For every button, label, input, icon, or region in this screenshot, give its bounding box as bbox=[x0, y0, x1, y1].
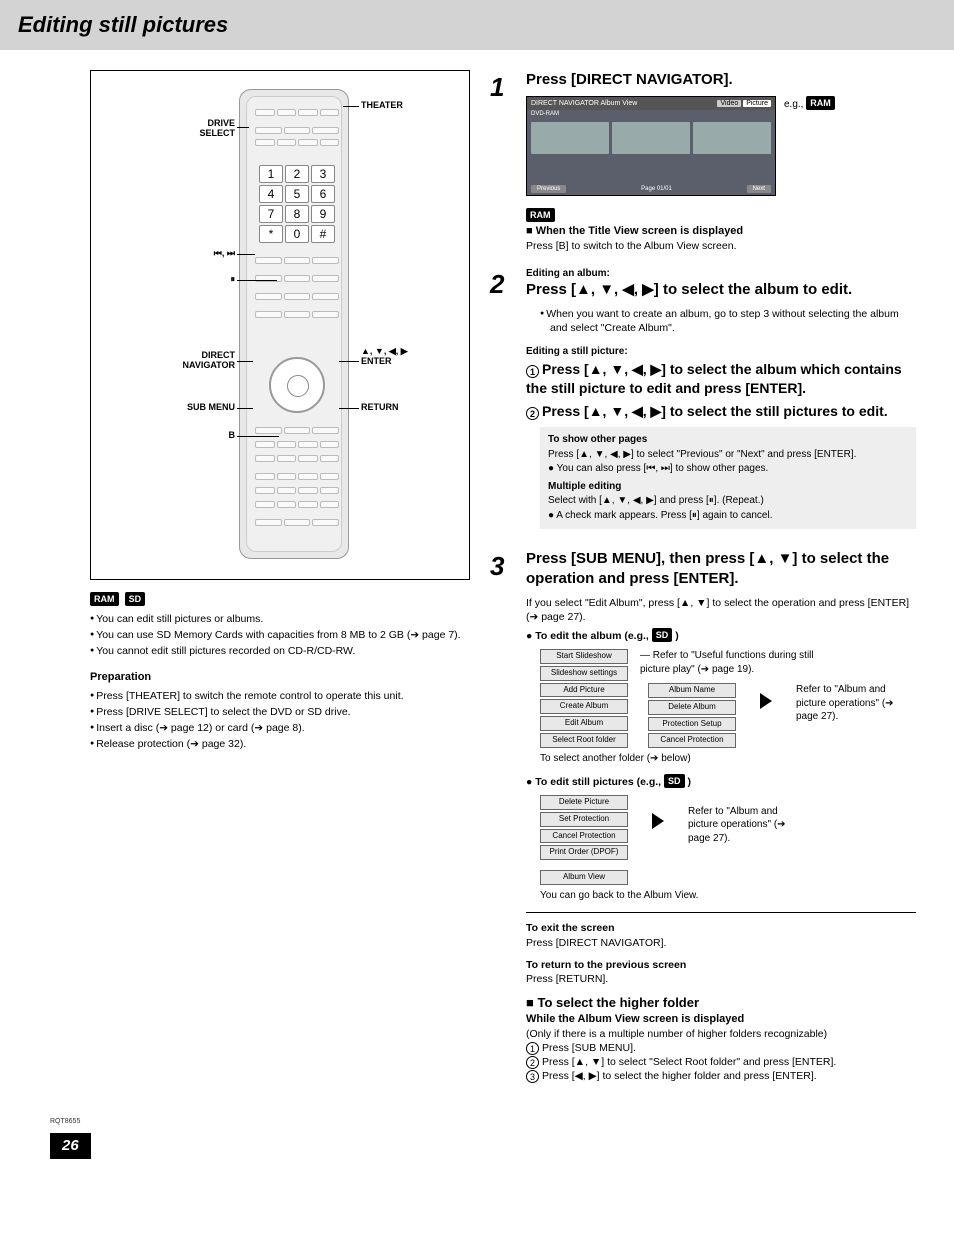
remote-diagram: 123 456 789 *0# bbox=[90, 70, 470, 580]
edit-album-eg: ● To edit the album (e.g., SD) bbox=[526, 628, 916, 643]
edit-pics-eg: ● To edit still pictures (e.g., SD) bbox=[526, 774, 916, 789]
step-2-c2: 2Press [▲, ▼, ◀, ▶] to select the still … bbox=[526, 402, 916, 421]
higher-folder-paren: (Only if there is a multiple number of h… bbox=[526, 1027, 916, 1041]
eg-label: e.g., RAM bbox=[784, 96, 838, 112]
page-content: 123 456 789 *0# bbox=[0, 50, 954, 1108]
step-number: 3 bbox=[490, 549, 516, 1083]
step-2-title: Press [▲, ▼, ◀, ▶] to select the album t… bbox=[526, 280, 916, 300]
album-note-1: — Refer to "Useful functions during stil… bbox=[640, 649, 820, 676]
badge-sd: SD bbox=[125, 592, 146, 606]
title-view-body: Press [B] to switch to the Album View sc… bbox=[526, 239, 916, 253]
higher-folder-sub: While the Album View screen is displayed bbox=[526, 1012, 916, 1027]
label-theater: THEATER bbox=[361, 101, 403, 111]
step-2-note: When you want to create an album, go to … bbox=[540, 307, 916, 335]
label-direct-nav: DIRECT NAVIGATOR bbox=[161, 351, 235, 371]
pics-caption: You can go back to the Album View. bbox=[540, 889, 916, 903]
pics-menu-diagram: Delete Picture Set Protection Cancel Pro… bbox=[540, 795, 916, 885]
step-3-body: If you select "Edit Album", press [▲, ▼]… bbox=[526, 596, 916, 624]
preparation-heading: Preparation bbox=[90, 670, 470, 685]
pics-note: Refer to "Album and picture operations" … bbox=[688, 805, 808, 846]
label-arrows-enter: ▲, ▼, ◀, ▶ ENTER bbox=[361, 347, 408, 367]
label-return: RETURN bbox=[361, 403, 399, 413]
step-2-c1: 1Press [▲, ▼, ◀, ▶] to select the album … bbox=[526, 360, 916, 398]
step-2: 2 Editing an album: Press [▲, ▼, ◀, ▶] t… bbox=[490, 267, 916, 535]
page-title: Editing still pictures bbox=[0, 0, 954, 50]
edit-picture-label: Editing a still picture: bbox=[526, 345, 916, 359]
step-1-title: Press [DIRECT NAVIGATOR]. bbox=[526, 70, 916, 90]
page-number: 26 bbox=[50, 1133, 91, 1159]
title-view-heading: When the Title View screen is displayed bbox=[526, 224, 916, 239]
label-b: B bbox=[221, 431, 235, 441]
doc-id: RQT8655 bbox=[50, 1117, 954, 1126]
right-column: 1 Press [DIRECT NAVIGATOR]. DIRECT NAVIG… bbox=[490, 70, 916, 1098]
album-note-2: Refer to "Album and picture operations" … bbox=[796, 683, 916, 724]
step-number: 1 bbox=[490, 70, 516, 253]
label-drive-select: DRIVE SELECT bbox=[155, 119, 235, 139]
label-pause: ⏸ bbox=[209, 275, 235, 285]
dpad-icon bbox=[269, 357, 325, 413]
album-caption: To select another folder (➔ below) bbox=[540, 752, 916, 766]
badge-ram: RAM bbox=[526, 208, 555, 222]
numpad: 123 456 789 *0# bbox=[259, 165, 335, 243]
badges-row: RAM SD bbox=[90, 592, 470, 608]
exit-block: To exit the screen Press [DIRECT NAVIGAT… bbox=[526, 921, 916, 949]
album-menu-diagram: Start Slideshow Slideshow settings Add P… bbox=[540, 649, 916, 748]
step-3-title: Press [SUB MENU], then press [▲, ▼] to s… bbox=[526, 549, 916, 590]
left-bullets: You can edit still pictures or albums. Y… bbox=[90, 612, 470, 659]
step-1: 1 Press [DIRECT NAVIGATOR]. DIRECT NAVIG… bbox=[490, 70, 916, 253]
step-number: 2 bbox=[490, 267, 516, 535]
return-block: To return to the previous screen Press [… bbox=[526, 958, 916, 986]
badge-ram: RAM bbox=[90, 592, 119, 606]
arrow-icon bbox=[648, 813, 668, 831]
left-column: 123 456 789 *0# bbox=[90, 70, 470, 1098]
page-footer: 26 bbox=[50, 1133, 954, 1159]
higher-folder-title: To select the higher folder bbox=[526, 994, 916, 1012]
edit-album-label: Editing an album: bbox=[526, 267, 916, 281]
label-skip: ⏮, ⏭ bbox=[189, 249, 235, 259]
label-sub-menu: SUB MENU bbox=[171, 403, 235, 413]
hint-box: To show other pages Press [▲, ▼, ◀, ▶] t… bbox=[540, 427, 916, 529]
step-3: 3 Press [SUB MENU], then press [▲, ▼] to… bbox=[490, 549, 916, 1083]
arrow-icon bbox=[756, 693, 776, 711]
navigator-screenshot: DIRECT NAVIGATOR Album View Video Pictur… bbox=[526, 96, 776, 196]
preparation-list: Press [THEATER] to switch the remote con… bbox=[90, 689, 470, 752]
